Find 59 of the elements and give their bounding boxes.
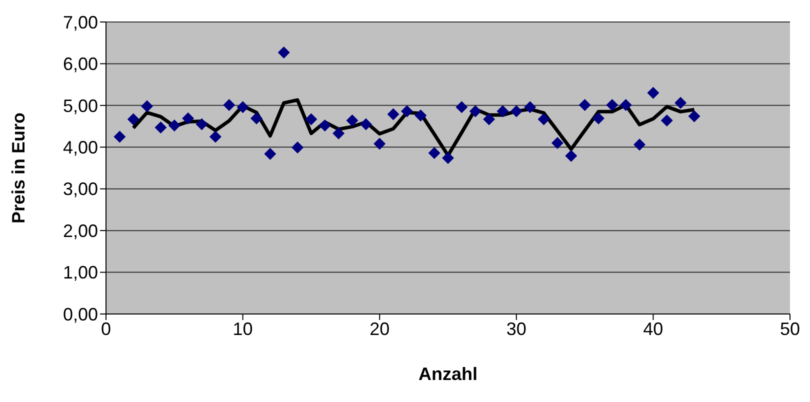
- point: [606, 99, 618, 112]
- point: [592, 112, 604, 124]
- point: [236, 101, 249, 114]
- point: [674, 96, 687, 109]
- point: [182, 112, 194, 124]
- point: [496, 105, 509, 118]
- point: [551, 136, 564, 149]
- y-tick-label: 5,00: [62, 96, 98, 116]
- point: [524, 101, 536, 114]
- point: [264, 148, 276, 160]
- y-axis-title: Preis in Euro: [8, 112, 28, 224]
- x-tick-label: 0: [100, 318, 112, 339]
- point: [483, 113, 496, 126]
- point: [400, 105, 413, 118]
- point: [332, 127, 345, 140]
- point: [154, 122, 167, 134]
- point: [196, 118, 208, 130]
- point: [360, 118, 372, 130]
- point: [456, 101, 468, 114]
- y-tick-label: 2,00: [62, 220, 98, 241]
- point: [209, 130, 222, 143]
- point: [223, 99, 236, 112]
- point: [387, 108, 400, 120]
- point: [346, 114, 358, 126]
- y-tick-label: 4,00: [62, 138, 98, 158]
- point: [634, 138, 646, 151]
- point: [305, 113, 318, 126]
- y-tick-label: 0,00: [62, 304, 98, 324]
- point: [428, 146, 440, 159]
- point: [374, 138, 386, 150]
- point: [469, 105, 482, 118]
- point: [688, 110, 700, 122]
- point: [578, 99, 591, 112]
- x-tick-label: 40: [643, 318, 664, 339]
- x-tick-label: 50: [780, 318, 800, 339]
- y-tick-label: 1,00: [62, 262, 98, 283]
- x-tick-label: 20: [370, 318, 390, 339]
- point: [168, 119, 180, 132]
- point: [510, 105, 522, 118]
- y-tick-label: 7,00: [62, 12, 98, 32]
- point: [127, 113, 140, 126]
- y-tick-label: 3,00: [62, 179, 98, 200]
- point: [141, 100, 154, 112]
- point: [414, 109, 427, 122]
- point: [565, 150, 578, 162]
- point: [620, 99, 632, 112]
- point: [278, 46, 290, 58]
- point: [538, 113, 550, 126]
- point: [660, 114, 673, 126]
- point: [318, 119, 331, 132]
- point: [292, 142, 304, 154]
- point: [114, 130, 126, 143]
- x-tick-label: 30: [506, 318, 526, 339]
- x-tick-label: 10: [232, 318, 253, 339]
- point: [647, 86, 660, 99]
- y-tick-label: 6,00: [62, 54, 98, 74]
- x-axis-title: Anzahl: [418, 364, 478, 384]
- point: [250, 112, 262, 124]
- point: [442, 152, 454, 164]
